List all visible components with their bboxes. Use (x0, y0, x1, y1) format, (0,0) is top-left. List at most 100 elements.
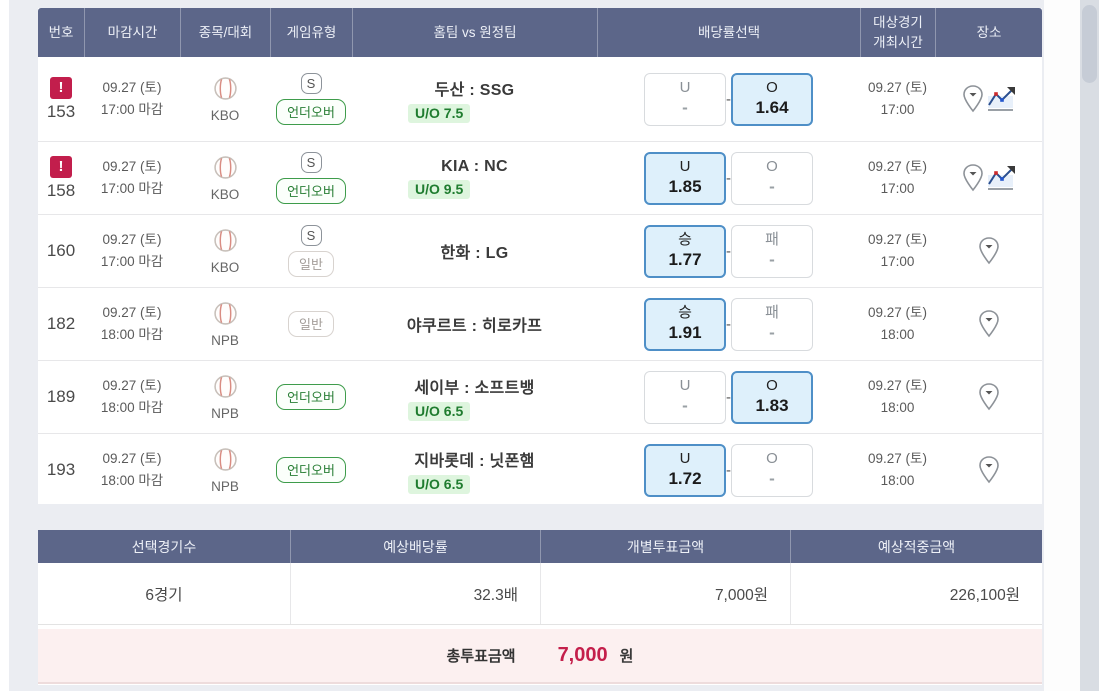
odds-button-lose[interactable]: 패- (731, 224, 813, 278)
game-number: 160 (46, 241, 76, 260)
baseball-icon (213, 301, 238, 331)
odds-button-over[interactable]: O- (731, 443, 813, 497)
start-time: 18:00 (880, 473, 915, 488)
header-start-time: 대상경기 개최시간 (860, 8, 935, 57)
matchup-label: 한화 : LG (440, 245, 509, 262)
league-label: KBO (210, 186, 240, 202)
header-number: 번호 (48, 24, 74, 40)
odds-trend-icon[interactable] (987, 85, 1017, 113)
header-odds-select: 배당률선택 (597, 8, 860, 57)
bet-summary: 선택경기수 예상배당률 개별투표금액 예상적중금액 6경기 32.3배 7,00… (38, 530, 1042, 685)
game-number: 153 (46, 101, 76, 121)
matchup-label: 야쿠르트 : 히로카프 (406, 318, 543, 335)
odds-separator: - (726, 242, 731, 260)
odds-button-lose[interactable]: 패- (731, 297, 813, 351)
deadline-date: 09.27 (토) (102, 231, 162, 247)
league-label: KBO (210, 259, 240, 275)
odds-separator: - (726, 90, 731, 108)
total-bet-unit: 원 (619, 648, 634, 665)
summary-values: 6경기 32.3배 7,000원 226,100원 (38, 563, 1042, 625)
odds-button-win[interactable]: 승 1.91 (644, 297, 726, 351)
deadline-date: 09.27 (토) (102, 450, 162, 466)
deadline-time: 18:00 마감 (100, 473, 164, 488)
baseball-icon (213, 228, 238, 258)
game-number: 182 (46, 314, 76, 333)
alert-icon: ! (50, 76, 72, 99)
location-pin-icon[interactable] (977, 236, 1001, 266)
table-row: 182 09.27 (토) 18:00 마감 NPB 일반 야쿠르트 : 히로카프… (38, 287, 1042, 360)
start-date: 09.27 (토) (868, 79, 927, 95)
game-number: 189 (46, 387, 76, 406)
baseball-icon (213, 155, 238, 185)
start-date: 09.27 (토) (868, 158, 927, 174)
table-row: ! 158 09.27 (토) 17:00 마감 KBO S 언더오버 KIA : … (38, 141, 1042, 214)
start-time: 17:00 (880, 181, 915, 196)
odds-button-under[interactable]: U- (644, 370, 726, 424)
start-time: 17:00 (880, 102, 915, 117)
odds-button-over[interactable]: O- (731, 151, 813, 205)
matchup-label: 지바롯데 : 닛폰햄 (414, 452, 535, 470)
odds-button-under[interactable]: U- (644, 72, 726, 126)
location-pin-icon[interactable] (961, 163, 985, 193)
game-type-badge: 언더오버 (276, 457, 346, 483)
deadline-time: 18:00 마감 (100, 400, 164, 415)
league-label: KBO (210, 107, 240, 123)
game-type-badge: 일반 (288, 251, 334, 277)
scrollbar-thumb[interactable] (1082, 5, 1097, 83)
matchup-label: 세이부 : 소프트뱅 (414, 379, 535, 397)
location-pin-icon[interactable] (977, 382, 1001, 412)
special-s-badge: S (300, 225, 322, 246)
location-pin-icon[interactable] (977, 455, 1001, 485)
deadline-date: 09.27 (토) (102, 377, 162, 393)
start-time: 17:00 (880, 254, 915, 269)
header-deadline: 마감시간 (84, 8, 180, 57)
header-individual-amount: 개별투표금액 (540, 530, 790, 563)
odds-button-over[interactable]: O 1.83 (731, 370, 813, 424)
uo-line-badge: U/O 9.5 (408, 179, 471, 199)
deadline-time: 17:00 마감 (100, 254, 164, 269)
header-sport: 종목/대회 (180, 8, 270, 57)
league-label: NPB (211, 332, 239, 348)
total-bet-label: 총투표금액 (446, 648, 516, 665)
header-expected-odds: 예상배당률 (290, 530, 540, 563)
header-selected-games: 선택경기수 (131, 538, 197, 555)
header-venue: 장소 (935, 8, 1042, 57)
league-label: NPB (211, 405, 239, 421)
odds-separator: - (726, 461, 731, 479)
start-time: 18:00 (880, 327, 915, 342)
total-bet-amount: 7,000 (557, 644, 608, 666)
odds-trend-icon[interactable] (987, 164, 1017, 192)
special-s-badge: S (300, 152, 322, 173)
uo-line-badge: U/O 6.5 (408, 401, 471, 421)
start-date: 09.27 (토) (868, 450, 927, 466)
baseball-icon (213, 447, 238, 477)
selected-games-value: 6경기 (145, 586, 183, 604)
header-game-type: 게임유형 (270, 8, 352, 57)
game-type-badge: 언더오버 (276, 384, 346, 410)
game-number: 193 (46, 460, 76, 479)
alert-icon: ! (50, 155, 72, 178)
game-type-badge: 언더오버 (276, 99, 346, 125)
location-pin-icon[interactable] (961, 84, 985, 114)
location-pin-icon[interactable] (977, 309, 1001, 339)
deadline-time: 18:00 마감 (100, 327, 164, 342)
odds-button-over[interactable]: O 1.64 (731, 72, 813, 126)
odds-button-under[interactable]: U 1.72 (644, 443, 726, 497)
odds-separator: - (726, 169, 731, 187)
individual-amount-value: 7,000원 (540, 563, 790, 624)
table-row: 193 09.27 (토) 18:00 마감 NPB 언더오버 지바롯데 : 닛폰… (38, 433, 1042, 506)
table-row: 189 09.27 (토) 18:00 마감 NPB 언더오버 세이부 : 소프트… (38, 360, 1042, 433)
uo-line-badge: U/O 7.5 (408, 103, 471, 123)
header-expected-winnings: 예상적중금액 (790, 530, 1042, 563)
scrollbar-track[interactable] (1080, 0, 1099, 691)
table-row: 160 09.27 (토) 17:00 마감 KBO S 일반 한화 : LG 승… (38, 214, 1042, 287)
baseball-icon (213, 374, 238, 404)
league-label: NPB (211, 478, 239, 494)
expected-odds-value: 32.3배 (290, 563, 540, 624)
odds-button-under[interactable]: U 1.85 (644, 151, 726, 205)
header-teams: 홈팀 vs 원정팀 (352, 8, 597, 57)
table-row: ! 153 09.27 (토) 17:00 마감 KBO S 언더오버 두산 : S… (38, 57, 1042, 141)
odds-button-win[interactable]: 승 1.77 (644, 224, 726, 278)
start-date: 09.27 (토) (868, 231, 927, 247)
uo-line-badge: U/O 6.5 (408, 474, 471, 494)
